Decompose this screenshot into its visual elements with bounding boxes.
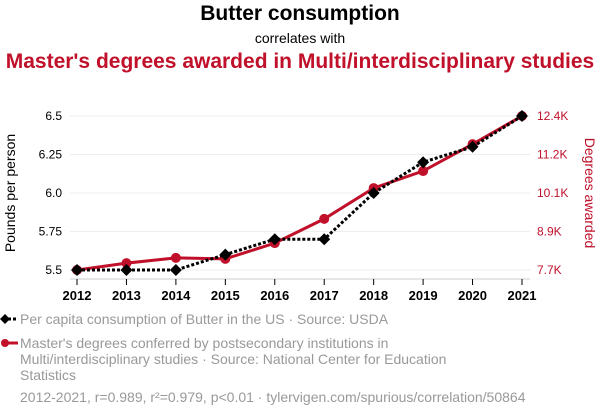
data-point <box>170 252 181 263</box>
data-point <box>219 248 232 261</box>
data-point <box>466 140 479 153</box>
data-point <box>120 264 133 276</box>
footer-stats: 2012-2021, r=0.989, r²=0.979, p<0.01 · t… <box>20 389 526 405</box>
series-line <box>76 114 523 272</box>
right-tick-label: 11.2K <box>537 148 567 162</box>
left-axis-label: Pounds per person <box>2 134 18 252</box>
left-tick-label: 5.5 <box>45 263 62 277</box>
series <box>71 110 528 276</box>
x-tick-label: 2019 <box>409 288 438 303</box>
x-tick-label: 2016 <box>260 288 289 303</box>
data-point <box>121 258 132 269</box>
x-tick-label: 2017 <box>310 288 339 303</box>
data-point <box>169 264 182 276</box>
left-tick-label: 6.0 <box>45 186 62 200</box>
right-tick-label: 8.9K <box>537 225 562 239</box>
left-tick-label: 6.5 <box>45 109 62 123</box>
left-tick-label: 6.25 <box>39 148 63 162</box>
data-point <box>318 233 331 246</box>
x-tick-label: 2014 <box>161 288 191 303</box>
legend-icons <box>0 314 18 347</box>
x-tick-label: 2018 <box>359 288 388 303</box>
left-tick-label: 5.75 <box>39 225 63 239</box>
data-point <box>367 187 380 199</box>
x-tick-label: 2015 <box>211 288 240 303</box>
chart-subtitle: correlates with <box>254 30 346 46</box>
data-point <box>418 166 429 177</box>
right-tick-label: 7.7K <box>537 263 562 277</box>
data-point <box>268 233 281 246</box>
x-tick-label: 2012 <box>63 288 92 303</box>
axes: 5.5 5.75 6.0 6.25 6.5 7.7K 8.9K 10.1K 11.2K 12.4K… <box>2 109 598 303</box>
chart-title-secondary: Master's degrees awarded in Multi/interd… <box>5 50 595 73</box>
legend-item-butter: Per capita consumption of Butter in the … <box>20 311 389 327</box>
data-point <box>319 213 330 224</box>
x-tick-label: 2020 <box>458 288 487 303</box>
data-point <box>516 110 528 122</box>
x-tick-label: 2021 <box>508 288 537 303</box>
right-tick-label: 12.4K <box>537 109 568 123</box>
data-point <box>71 264 83 276</box>
chart-title: Butter consumption <box>200 2 400 25</box>
series-line <box>77 114 523 272</box>
right-tick-label: 10.1K <box>537 186 568 200</box>
circle-icon <box>1 339 9 347</box>
x-tick-label: 2013 <box>112 288 141 303</box>
legend-item-degrees: Master's degrees conferred by postsecond… <box>20 335 447 383</box>
gridlines <box>70 115 530 271</box>
right-axis-label: Degrees awarded <box>582 138 598 249</box>
data-point <box>417 156 430 169</box>
diamond-icon <box>0 314 10 324</box>
